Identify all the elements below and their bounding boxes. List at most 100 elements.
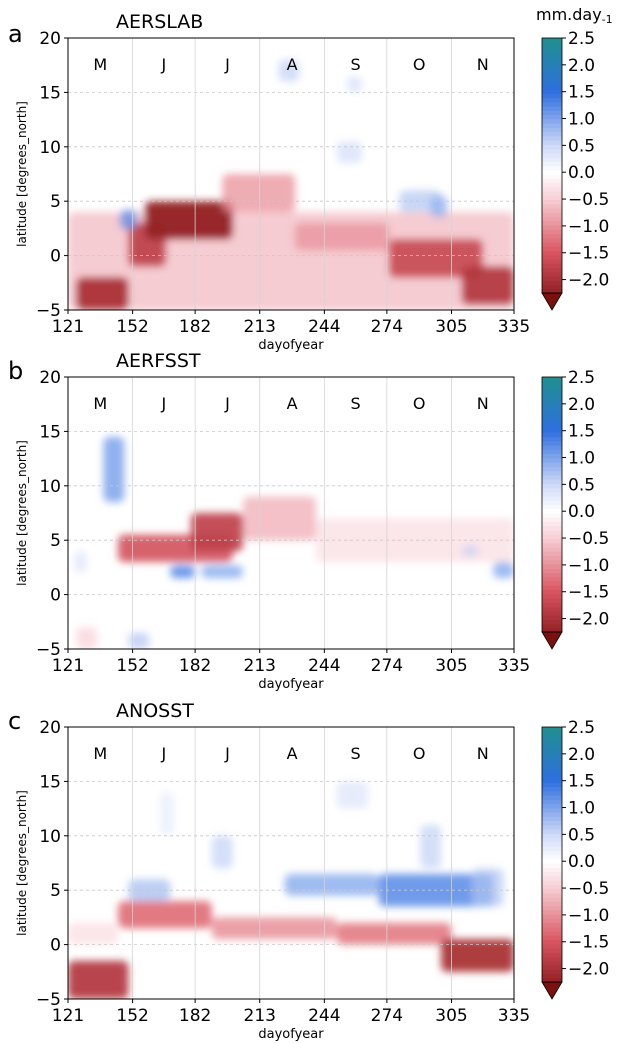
colorbar-swatch [542, 84, 562, 90]
x-tick-label: 182 [179, 1006, 211, 1026]
colorbar-swatch [542, 867, 562, 873]
colorbar-swatch [542, 935, 562, 941]
x-tick-label: 335 [498, 656, 530, 676]
y-tick-label: 10 [39, 138, 61, 158]
colorbar-swatch [542, 892, 562, 898]
y-tick-label: 10 [39, 477, 61, 497]
colorbar-swatch [542, 572, 562, 578]
y-axis: −5 0 5 10 15 20 latitude [degrees_north] [15, 29, 68, 321]
y-tick-label: −5 [36, 640, 61, 660]
colorbar-swatch [542, 508, 562, 514]
colorbar-swatch [542, 960, 562, 966]
colorbar-tick-label: −0.5 [568, 529, 609, 549]
colorbar-swatch [542, 731, 562, 737]
colorbar-swatch [542, 131, 562, 137]
colorbar-swatch [542, 576, 562, 582]
colorbar-swatch [542, 474, 562, 480]
heatmap-cell [120, 209, 137, 230]
colorbar-swatch [542, 233, 562, 239]
month-label: J [224, 55, 230, 74]
heatmap-cell [170, 565, 196, 579]
month-label: J [161, 55, 167, 74]
colorbar-swatch [542, 411, 562, 416]
heatmap-cell [295, 222, 389, 251]
colorbar-swatch [542, 288, 562, 294]
x-tick-label: 121 [52, 1006, 84, 1026]
month-label: J [161, 744, 167, 763]
colorbar-tick-label: −1.5 [568, 244, 609, 264]
colorbar-swatch [542, 606, 562, 612]
y-tick-label: 15 [39, 772, 61, 792]
heatmap-cell [278, 59, 300, 82]
colorbar-swatch [542, 174, 562, 179]
month-label: N [477, 394, 489, 413]
colorbar-swatch [542, 615, 562, 620]
colorbar-tick-label: −1.5 [568, 933, 609, 953]
heatmap-cell [441, 939, 514, 972]
colorbar-swatch [542, 786, 562, 792]
colorbar-swatch [542, 926, 562, 932]
x-tick-label: 274 [371, 1006, 403, 1026]
colorbar-swatch [542, 833, 562, 839]
y-axis-label: latitude [degrees_north] [15, 101, 29, 247]
colorbar-swatch [542, 457, 562, 463]
colorbar-swatch [542, 739, 562, 745]
colorbar-swatch [542, 965, 562, 970]
colorbar-swatch [542, 547, 562, 552]
heatmap-cell [211, 917, 337, 940]
heatmap-cell [243, 496, 317, 541]
heatmap-cell [222, 174, 296, 213]
month-label: A [287, 55, 298, 74]
grid [68, 38, 514, 310]
colorbar-swatch [542, 220, 562, 226]
heatmap-field [74, 436, 514, 649]
colorbar-swatch [542, 225, 562, 230]
colorbar-swatch [542, 246, 562, 252]
x-axis-label: dayofyear [258, 1027, 324, 1042]
colorbar-swatch [542, 63, 562, 69]
colorbar-swatch [542, 229, 562, 235]
colorbar-swatch [542, 500, 562, 506]
colorbar-swatch [542, 735, 562, 741]
heatmap-cell [430, 195, 448, 218]
month-label: O [413, 394, 426, 413]
heatmap-cell [336, 141, 362, 164]
month-label: A [287, 394, 298, 413]
x-tick-label: 244 [308, 1006, 340, 1026]
x-tick-label: 121 [52, 317, 84, 337]
grid [68, 727, 514, 999]
colorbar-swatch [542, 496, 562, 501]
colorbar-swatch [542, 389, 562, 395]
colorbar-swatch [542, 445, 562, 450]
x-tick-label: 335 [498, 317, 530, 337]
y-axis: −5 0 5 10 15 20 latitude [degrees_north] [15, 718, 68, 1010]
colorbar-swatch [542, 858, 562, 864]
heatmap-cell [211, 835, 233, 869]
colorbar-swatch [542, 237, 562, 243]
heatmap-cell [461, 545, 479, 557]
y-tick-label: 0 [50, 247, 61, 267]
heatmap-cell [103, 436, 125, 503]
colorbar-swatch [542, 880, 562, 885]
heatmap-cell [201, 565, 244, 579]
colorbar-swatch [542, 551, 562, 557]
panel-letter: c [8, 707, 21, 735]
colorbar-tick-label: −0.5 [568, 879, 609, 899]
colorbar-swatch [542, 517, 562, 523]
colorbar-swatch [542, 555, 562, 561]
heatmap-cell [128, 879, 171, 902]
colorbar-swatch [542, 276, 562, 281]
colorbar-tick-label: 2.5 [568, 29, 595, 49]
colorbar-tick-label: 2.5 [568, 718, 595, 738]
heatmap-cell [190, 513, 244, 552]
colorbar-swatch [542, 598, 562, 603]
colorbar-swatch [542, 280, 562, 286]
y-tick-label: 0 [50, 586, 61, 606]
colorbar-swatch [542, 534, 562, 540]
colorbar-extend-arrow [541, 292, 563, 311]
heatmap-cell [420, 824, 442, 869]
colorbar-swatch [542, 67, 562, 73]
colorbar-swatch [542, 871, 562, 877]
